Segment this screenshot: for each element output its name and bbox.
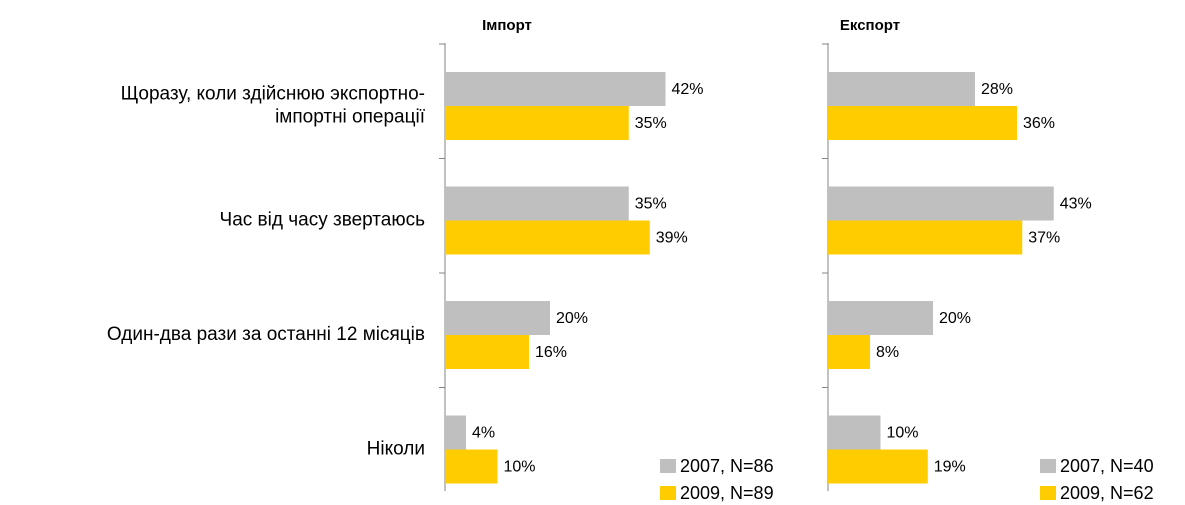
value-label: 43% <box>1060 196 1092 213</box>
legend-swatch <box>1040 459 1056 473</box>
category-label: Час від часу звертаюсь <box>220 210 426 231</box>
bar <box>445 186 629 221</box>
bar <box>828 449 928 484</box>
legend-swatch <box>1040 486 1056 500</box>
bar <box>445 72 666 106</box>
bar <box>828 301 933 335</box>
value-label: 28% <box>981 81 1013 98</box>
value-label: 4% <box>472 425 495 442</box>
legend-label: 2007, N=40 <box>1060 456 1154 476</box>
panel-title: Експорт <box>840 17 900 34</box>
value-label: 16% <box>535 344 567 361</box>
bar <box>445 301 550 335</box>
category-label: Щоразу, коли здійснюю экспортно-імпортні… <box>121 84 426 128</box>
value-label: 10% <box>887 425 919 442</box>
bar <box>445 415 466 450</box>
bar <box>445 335 529 369</box>
value-label: 42% <box>672 81 704 98</box>
bar <box>828 106 1017 140</box>
bar <box>445 106 629 140</box>
bar <box>445 220 650 255</box>
value-label: 19% <box>934 459 966 476</box>
value-label: 20% <box>556 310 588 327</box>
panel-title: Імпорт <box>482 17 532 34</box>
value-label: 20% <box>939 310 971 327</box>
bar <box>445 449 498 484</box>
bar <box>828 220 1023 255</box>
value-label: 10% <box>504 459 536 476</box>
value-label: 35% <box>635 196 667 213</box>
value-label: 36% <box>1023 115 1055 132</box>
value-label: 39% <box>656 230 688 247</box>
legend-label: 2009, N=89 <box>680 483 774 503</box>
category-label: Ніколи <box>367 439 425 460</box>
legend-label: 2007, N=86 <box>680 456 774 476</box>
value-label: 8% <box>876 344 899 361</box>
bar <box>828 335 870 369</box>
bar <box>828 186 1054 221</box>
bar <box>828 72 975 106</box>
legend-swatch <box>660 459 676 473</box>
value-label: 37% <box>1028 230 1060 247</box>
bar <box>828 415 881 450</box>
value-label: 35% <box>635 115 667 132</box>
category-label: Один-два рази за останні 12 місяців <box>107 324 425 345</box>
legend-swatch <box>660 486 676 500</box>
legend-label: 2009, N=62 <box>1060 483 1154 503</box>
